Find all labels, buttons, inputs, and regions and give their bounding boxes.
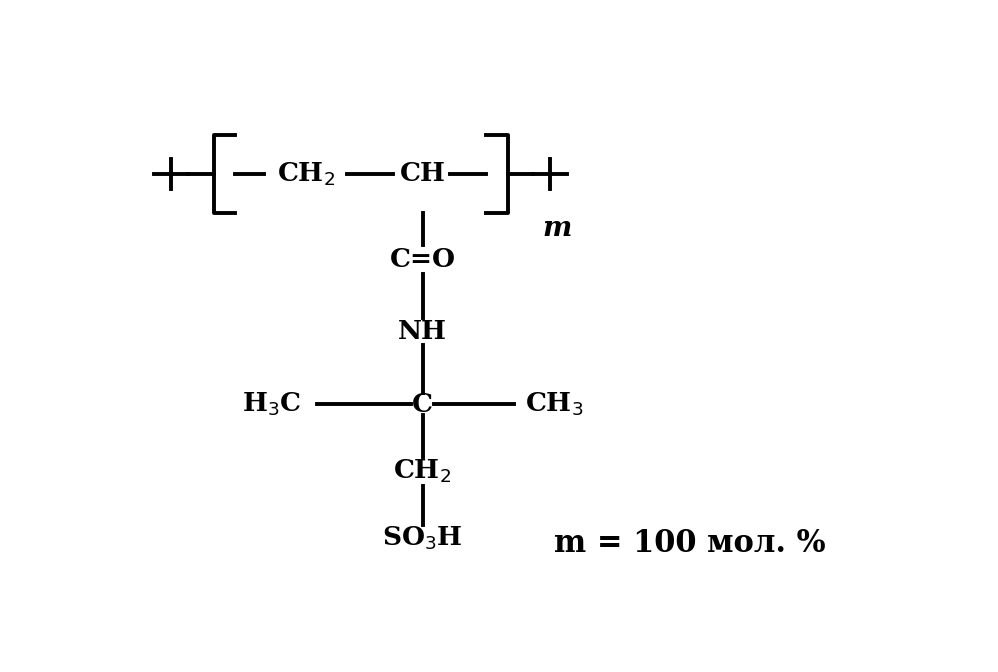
Text: CH: CH	[399, 161, 445, 186]
Text: m = 100 мол. %: m = 100 мол. %	[554, 528, 825, 559]
Text: m: m	[543, 215, 572, 242]
Text: CH$_2$: CH$_2$	[277, 160, 335, 187]
Text: CH$_2$: CH$_2$	[393, 458, 452, 485]
Text: CH$_3$: CH$_3$	[525, 390, 583, 418]
Text: C: C	[412, 392, 433, 417]
Text: C=O: C=O	[389, 247, 455, 271]
Text: NH: NH	[398, 319, 447, 344]
Text: SO$_3$H: SO$_3$H	[382, 525, 463, 552]
Text: H$_3$C: H$_3$C	[243, 390, 301, 418]
